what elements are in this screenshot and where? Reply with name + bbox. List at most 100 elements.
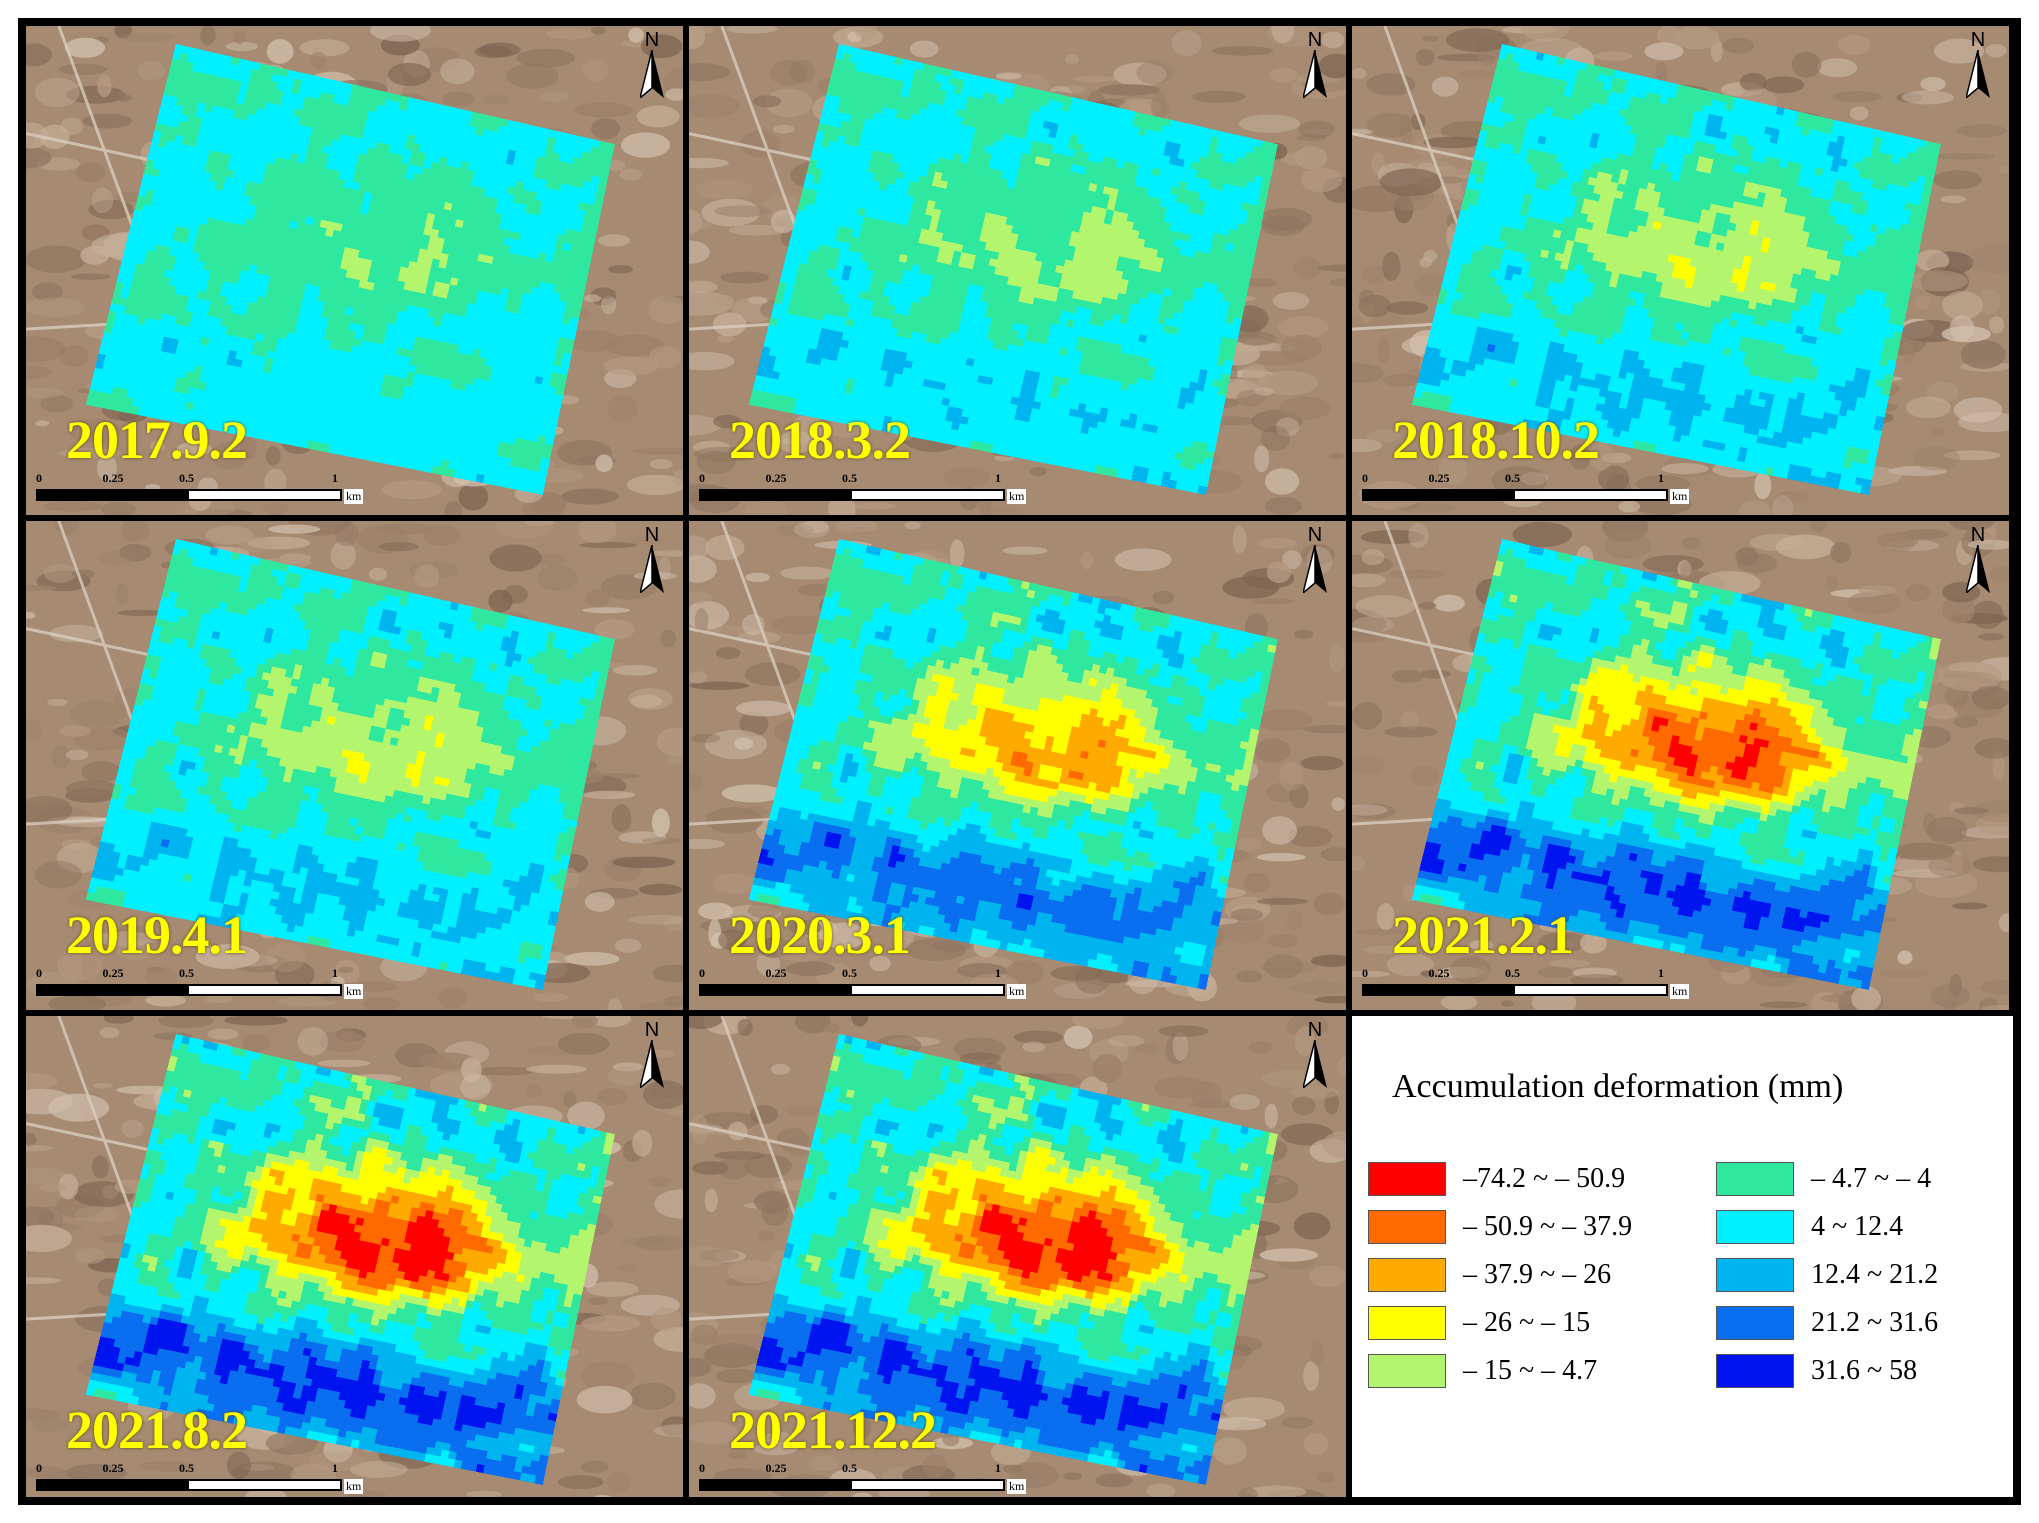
- legend: Accumulation deformation (mm) –74.2 ~ – …: [1352, 1016, 2013, 1497]
- north-label: N: [1961, 30, 1995, 50]
- north-label: N: [635, 30, 669, 50]
- north-label: N: [1298, 30, 1332, 50]
- scale-tick-label: 1: [995, 471, 1001, 486]
- satellite-basemap: [26, 521, 683, 1010]
- scale-tick-label: 0: [36, 471, 42, 486]
- satellite-basemap: [1352, 521, 2009, 1010]
- acquisition-date-label: 2017.9.2: [66, 413, 248, 467]
- acquisition-date-label: 2018.10.2: [1392, 413, 1600, 467]
- scale-bar: 0 0.25 0.5 1 km: [695, 964, 1027, 1004]
- legend-item: – 26 ~ – 15: [1368, 1306, 1668, 1342]
- deformation-raster: [85, 1034, 615, 1485]
- legend-swatch: [1368, 1258, 1446, 1292]
- scale-bar: 0 0.25 0.5 1 km: [32, 469, 364, 509]
- scale-tick-label: 0.5: [179, 966, 194, 981]
- north-arrow-icon: N: [1961, 525, 1995, 595]
- scale-bar: 0 0.25 0.5 1 km: [1358, 469, 1690, 509]
- map-panel: N 2017.9.2 0 0.25 0.5 1 km: [26, 26, 683, 515]
- scale-tick-label: 1: [1658, 966, 1664, 981]
- acquisition-date-label: 2019.4.1: [66, 908, 248, 962]
- figure-frame: N 2017.9.2 0 0.25 0.5 1 km N 2018.3.2 0 0.25 0.5 1 km…: [18, 18, 2021, 1505]
- map-panel: N 2018.10.2 0 0.25 0.5 1 km: [1352, 26, 2009, 515]
- map-panel: N 2020.3.1 0 0.25 0.5 1 km: [689, 521, 1346, 1010]
- scale-tick-label: 0.25: [103, 471, 124, 486]
- scale-tick-label: 0.25: [103, 966, 124, 981]
- scale-bar: 0 0.25 0.5 1 km: [695, 469, 1027, 509]
- legend-swatch: [1368, 1162, 1446, 1196]
- legend-swatch: [1368, 1354, 1446, 1388]
- scale-bar: 0 0.25 0.5 1 km: [32, 964, 364, 1004]
- legend-item: – 4.7 ~ – 4: [1716, 1162, 2013, 1198]
- north-arrow-icon: N: [1961, 30, 1995, 100]
- north-label: N: [635, 1020, 669, 1040]
- satellite-basemap: [1352, 26, 2009, 515]
- deformation-raster: [748, 44, 1278, 495]
- legend-item: 31.6 ~ 58: [1716, 1354, 2013, 1390]
- legend-swatch: [1716, 1354, 1794, 1388]
- legend-item: 12.4 ~ 21.2: [1716, 1258, 2013, 1294]
- satellite-basemap: [689, 26, 1346, 515]
- legend-swatch: [1716, 1210, 1794, 1244]
- legend-item: – 50.9 ~ – 37.9: [1368, 1210, 1668, 1246]
- scale-tick-label: 0.25: [766, 471, 787, 486]
- north-label: N: [1961, 525, 1995, 545]
- legend-swatch: [1716, 1162, 1794, 1196]
- scale-tick-label: 0.5: [842, 1461, 857, 1476]
- legend-swatch: [1368, 1210, 1446, 1244]
- scale-unit: km: [1007, 1479, 1027, 1494]
- scale-tick-label: 1: [1658, 471, 1664, 486]
- legend-item: –74.2 ~ – 50.9: [1368, 1162, 1668, 1198]
- acquisition-date-label: 2021.8.2: [66, 1403, 248, 1457]
- legend-swatch: [1716, 1258, 1794, 1292]
- north-label: N: [635, 525, 669, 545]
- satellite-basemap: [689, 1016, 1346, 1497]
- scale-tick-label: 0.5: [179, 1461, 194, 1476]
- scale-unit: km: [344, 489, 364, 504]
- scale-tick-label: 1: [332, 1461, 338, 1476]
- legend-label: 21.2 ~ 31.6: [1811, 1306, 1938, 1340]
- scale-tick-label: 1: [332, 966, 338, 981]
- satellite-basemap: [26, 1016, 683, 1497]
- scale-tick-label: 0.5: [179, 471, 194, 486]
- scale-unit: km: [1670, 489, 1690, 504]
- map-panel: N 2021.12.2 0 0.25 0.5 1 km: [689, 1016, 1346, 1497]
- scale-tick-label: 0: [1362, 471, 1368, 486]
- scale-tick-label: 0: [699, 471, 705, 486]
- scale-tick-label: 0: [699, 1461, 705, 1476]
- scale-tick-label: 0.5: [842, 471, 857, 486]
- legend-label: 4 ~ 12.4: [1811, 1210, 1903, 1244]
- north-label: N: [1298, 525, 1332, 545]
- satellite-basemap: [689, 521, 1346, 1010]
- scale-unit: km: [344, 1479, 364, 1494]
- map-panel: N 2021.8.2 0 0.25 0.5 1 km: [26, 1016, 683, 1497]
- north-label: N: [1298, 1020, 1332, 1040]
- legend-swatch: [1716, 1306, 1794, 1340]
- legend-item: – 15 ~ – 4.7: [1368, 1354, 1668, 1390]
- legend-label: – 26 ~ – 15: [1463, 1306, 1590, 1340]
- map-panel: N 2019.4.1 0 0.25 0.5 1 km: [26, 521, 683, 1010]
- scale-tick-label: 1: [332, 471, 338, 486]
- scale-tick-label: 0.5: [1505, 471, 1520, 486]
- north-arrow-icon: N: [635, 30, 669, 100]
- scale-bar: 0 0.25 0.5 1 km: [1358, 964, 1690, 1004]
- north-arrow-icon: N: [1298, 1020, 1332, 1090]
- satellite-basemap: [26, 26, 683, 515]
- scale-bar: 0 0.25 0.5 1 km: [695, 1459, 1027, 1497]
- scale-unit: km: [1670, 984, 1690, 999]
- north-arrow-icon: N: [635, 1020, 669, 1090]
- north-arrow-icon: N: [1298, 30, 1332, 100]
- scale-unit: km: [344, 984, 364, 999]
- acquisition-date-label: 2020.3.1: [729, 908, 911, 962]
- deformation-raster: [1411, 539, 1941, 990]
- scale-tick-label: 0.25: [1429, 471, 1450, 486]
- scale-tick-label: 0.5: [1505, 966, 1520, 981]
- scale-tick-label: 0: [699, 966, 705, 981]
- scale-tick-label: 0.25: [766, 1461, 787, 1476]
- map-panel: N 2018.3.2 0 0.25 0.5 1 km: [689, 26, 1346, 515]
- deformation-raster: [85, 539, 615, 990]
- scale-unit: km: [1007, 984, 1027, 999]
- deformation-raster: [85, 44, 615, 495]
- legend-label: – 15 ~ – 4.7: [1463, 1354, 1597, 1388]
- legend-label: 31.6 ~ 58: [1811, 1354, 1917, 1388]
- scale-tick-label: 1: [995, 1461, 1001, 1476]
